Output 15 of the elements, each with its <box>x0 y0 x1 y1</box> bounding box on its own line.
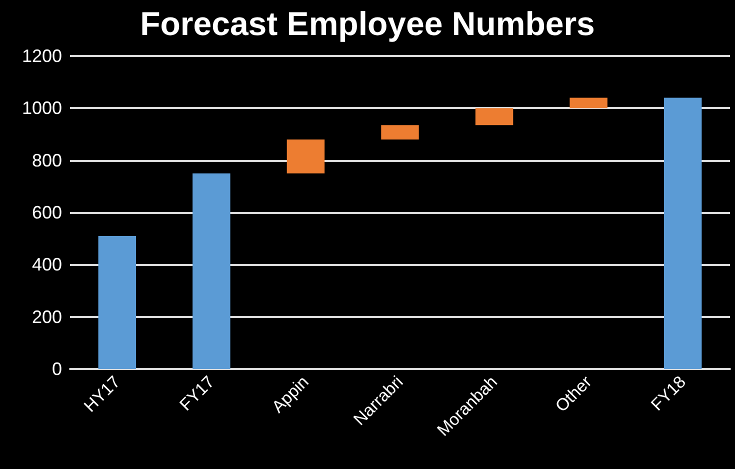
y-tick-label: 1000 <box>22 98 62 118</box>
bar <box>381 125 419 140</box>
y-tick-label: 800 <box>32 150 62 170</box>
y-tick-label: 200 <box>32 306 62 327</box>
y-tick-label: 0 <box>52 359 62 379</box>
bar <box>98 236 136 369</box>
bar <box>192 173 230 369</box>
bar <box>475 108 514 126</box>
y-tick-label: 400 <box>32 254 62 275</box>
bar <box>664 98 702 369</box>
bar <box>570 98 608 108</box>
chart-title: Forecast Employee Numbers <box>140 5 595 42</box>
y-tick-label: 1200 <box>22 46 62 66</box>
y-tick-label: 600 <box>32 202 62 222</box>
bar <box>286 139 325 174</box>
